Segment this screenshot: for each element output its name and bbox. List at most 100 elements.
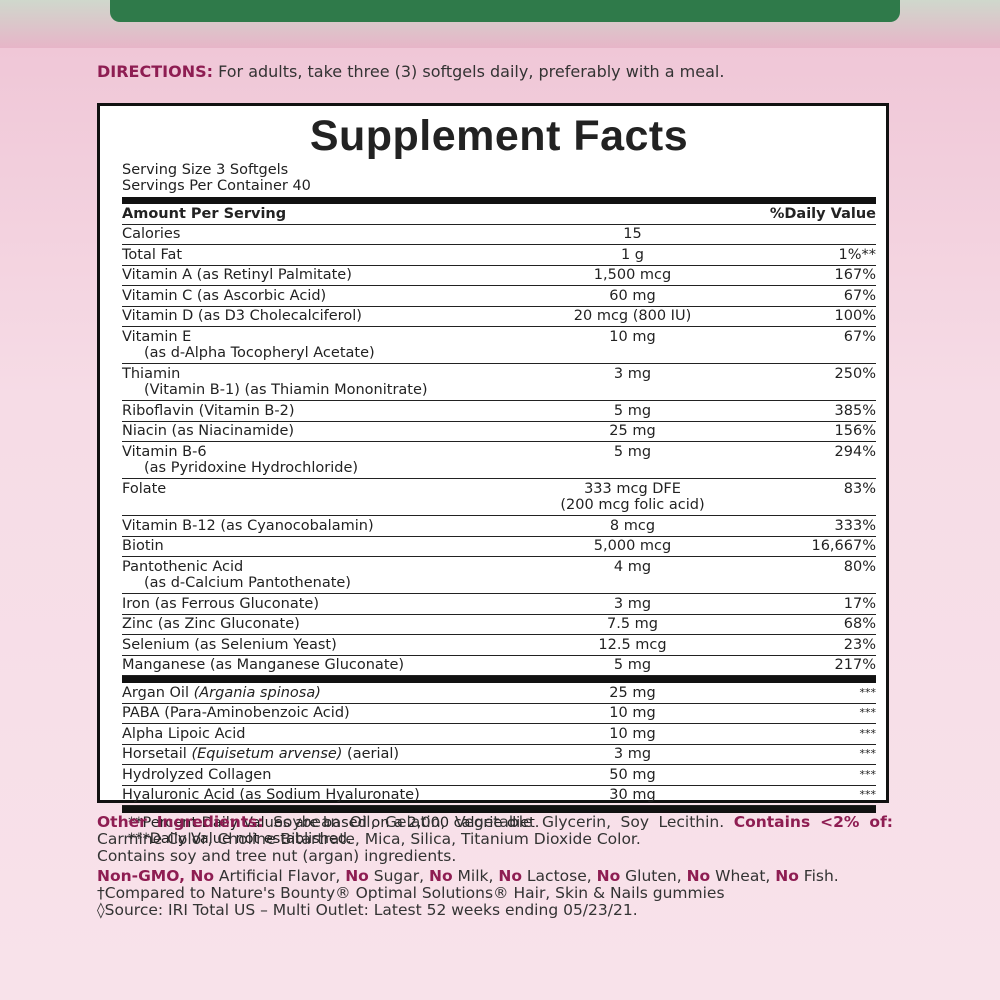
name-detail: (as Pyridoxine Hydrochloride)	[144, 460, 359, 476]
nutrient-name: Manganese (as Manganese Gluconate)	[122, 657, 530, 674]
fact-row: Riboflavin (Vitamin B-2) 5 mg 385%	[122, 401, 876, 422]
daily-value: 156%	[735, 423, 876, 440]
daily-value: 333%	[735, 518, 876, 535]
amount: 1 g	[530, 247, 735, 264]
daily-value: 16,667%	[735, 538, 876, 555]
name-text: Niacin (as Niacinamide)	[122, 423, 295, 439]
nutrient-name: Biotin	[122, 538, 530, 555]
daily-value: 167%	[735, 267, 876, 284]
name-text: Biotin	[122, 538, 164, 554]
dv-text: 100%	[834, 308, 876, 324]
amount: 5 mg	[530, 657, 735, 674]
daily-value: 250%	[735, 366, 876, 399]
nutrient-name: Niacin (as Niacinamide)	[122, 423, 530, 440]
amount-text: 60 mg	[609, 287, 656, 304]
amount: 5 mg	[530, 403, 735, 420]
daily-value: 294%	[735, 444, 876, 477]
nutrient-name: Vitamin C (as Ascorbic Acid)	[122, 288, 530, 305]
name-part: Horsetail	[122, 746, 192, 762]
name-text: Manganese (as Manganese Gluconate)	[122, 657, 405, 673]
nutrient-name: Vitamin B-12 (as Cyanocobalamin)	[122, 518, 530, 535]
nutrient-name: Selenium (as Selenium Yeast)	[122, 637, 530, 654]
amount-text: 1 g	[620, 246, 645, 263]
daily-value: ***	[735, 746, 877, 763]
nutrient-name: Calories	[122, 226, 530, 243]
dv-text: 23%	[843, 636, 876, 653]
amount: 3 mg	[530, 746, 735, 763]
nutrient-name: Iron (as Ferrous Gluconate)	[122, 596, 530, 613]
dv-text: ***	[859, 685, 877, 699]
name-text: Iron (as Ferrous Gluconate)	[122, 595, 319, 612]
nutrient-name: Vitamin D (as D3 Cholecalciferol)	[122, 308, 530, 325]
nutrient-name: Vitamin A (as Retinyl Palmitate)	[122, 267, 530, 284]
name-text: Alpha Lipoic Acid	[122, 725, 246, 742]
amount-text: 25 mg	[609, 684, 656, 701]
note-part: †Compared to Nature's Bounty® Optimal So…	[97, 884, 725, 902]
name-part: (Equisetum arvense)	[191, 746, 343, 762]
top-band	[110, 0, 900, 22]
fact-row: Vitamin A (as Retinyl Palmitate) 1,500 mc…	[122, 266, 876, 286]
note-part: Carmine Color, Choline Bitartrate, Mica,…	[97, 830, 641, 848]
daily-value	[735, 226, 876, 243]
notes: Other Ingredients: Soybean Oil, Gelatin,…	[97, 814, 893, 919]
box-top	[0, 0, 1000, 48]
amount: 7.5 mg	[530, 616, 735, 633]
fact-row: Vitamin C (as Ascorbic Acid) 60 mg 67%	[122, 286, 876, 307]
amount-text: 30 mg	[609, 787, 656, 803]
note-part: Sugar,	[368, 867, 429, 885]
dv-text: ***	[859, 767, 877, 781]
fact-row: Manganese (as Manganese Gluconate) 5 mg 21…	[122, 656, 876, 676]
note-part: Gluten,	[620, 867, 687, 885]
amount: 60 mg	[530, 288, 735, 305]
amount-detail: (200 mcg folic acid)	[560, 497, 705, 513]
amount: 20 mcg (800 IU)	[530, 308, 735, 325]
daily-value: 80%	[735, 559, 876, 592]
daily-value: 217%	[735, 657, 876, 674]
amount-text: 7.5 mg	[607, 616, 658, 632]
footnotes: **Percent Daily Values are based on a 2,…	[122, 806, 876, 847]
daily-value: 17%	[735, 596, 876, 613]
daily-value: 83%	[735, 481, 876, 514]
fact-row: Horsetail (Equisetum arvense) (aerial) 3 …	[122, 745, 877, 765]
amount-text: 3 mg	[613, 595, 652, 612]
nutrient-name: Zinc (as Zinc Gluconate)	[122, 616, 530, 633]
nutrient-name: PABA (Para-Aminobenzoic Acid)	[122, 705, 530, 722]
fact-row: Vitamin E (as d-Alpha Tocopheryl Acetate)…	[122, 327, 876, 364]
note-part: Contains soy and tree nut (argan) ingred…	[97, 847, 457, 865]
nutrient-name: Thiamin (Vitamin B-1) (as Thiamin Mononit…	[122, 366, 530, 399]
fact-row: Pantothenic Acid (as d-Calcium Pantothena…	[122, 557, 876, 594]
amount: 15	[530, 226, 735, 243]
fact-row: Hydrolyzed Collagen 50 mg ***	[122, 765, 876, 786]
header-row: Amount Per Serving %Daily Value	[122, 197, 876, 225]
name-text: Vitamin A (as Retinyl Palmitate)	[122, 267, 352, 283]
note-part: No	[428, 867, 453, 885]
fact-row: Folate 333 mcg DFE (200 mcg folic acid) 83%	[122, 479, 876, 516]
amount: 8 mcg	[530, 518, 735, 535]
fact-row: Iron (as Ferrous Gluconate) 3 mg 17%	[122, 594, 876, 615]
dv-text: 250%	[834, 365, 876, 382]
amount: 30 mg	[530, 787, 735, 804]
directions-text: For adults, take three (3) softgels dail…	[213, 62, 725, 81]
note-part: No	[596, 867, 621, 885]
amount-text: 10 mg	[609, 705, 656, 721]
amount: 12.5 mcg	[530, 637, 735, 654]
name-text: Hydrolyzed Collagen	[122, 766, 272, 783]
daily-value: 100%	[735, 308, 876, 325]
name-detail: (as d-Alpha Tocopheryl Acetate)	[144, 345, 375, 361]
name-text: Vitamin D (as D3 Cholecalciferol)	[122, 308, 362, 324]
daily-value: 68%	[735, 616, 876, 633]
dv-text: 385%	[834, 402, 876, 419]
fact-row: Hyaluronic Acid (as Sodium Hyaluronate) 3…	[122, 786, 877, 806]
amount-text: 10 mg	[609, 328, 656, 345]
supplement-facts: Supplement Facts Serving Size 3 Softgels…	[97, 103, 889, 847]
fact-row: Selenium (as Selenium Yeast) 12.5 mcg 23%	[122, 635, 876, 656]
amount: 1,500 mcg	[530, 267, 735, 284]
fact-row: Zinc (as Zinc Gluconate) 7.5 mg 68%	[122, 615, 876, 635]
facts-title: Supplement Facts	[309, 112, 689, 160]
daily-value: ***	[735, 685, 877, 702]
facts-rows: Calories 15 Total Fat 1 g 1%** Vitamin A (as …	[122, 225, 877, 806]
daily-value: ***	[735, 705, 877, 722]
daily-value: ***	[735, 787, 877, 804]
dv-text: 83%	[843, 480, 876, 497]
